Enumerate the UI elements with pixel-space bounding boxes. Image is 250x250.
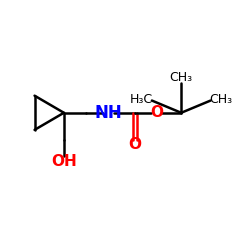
Text: CH₃: CH₃ <box>209 93 232 106</box>
Text: O: O <box>128 137 141 152</box>
Text: CH₃: CH₃ <box>170 71 193 84</box>
Text: NH: NH <box>94 104 122 122</box>
Text: H₃C: H₃C <box>129 93 152 106</box>
Text: O: O <box>150 105 163 120</box>
Text: OH: OH <box>51 154 77 169</box>
